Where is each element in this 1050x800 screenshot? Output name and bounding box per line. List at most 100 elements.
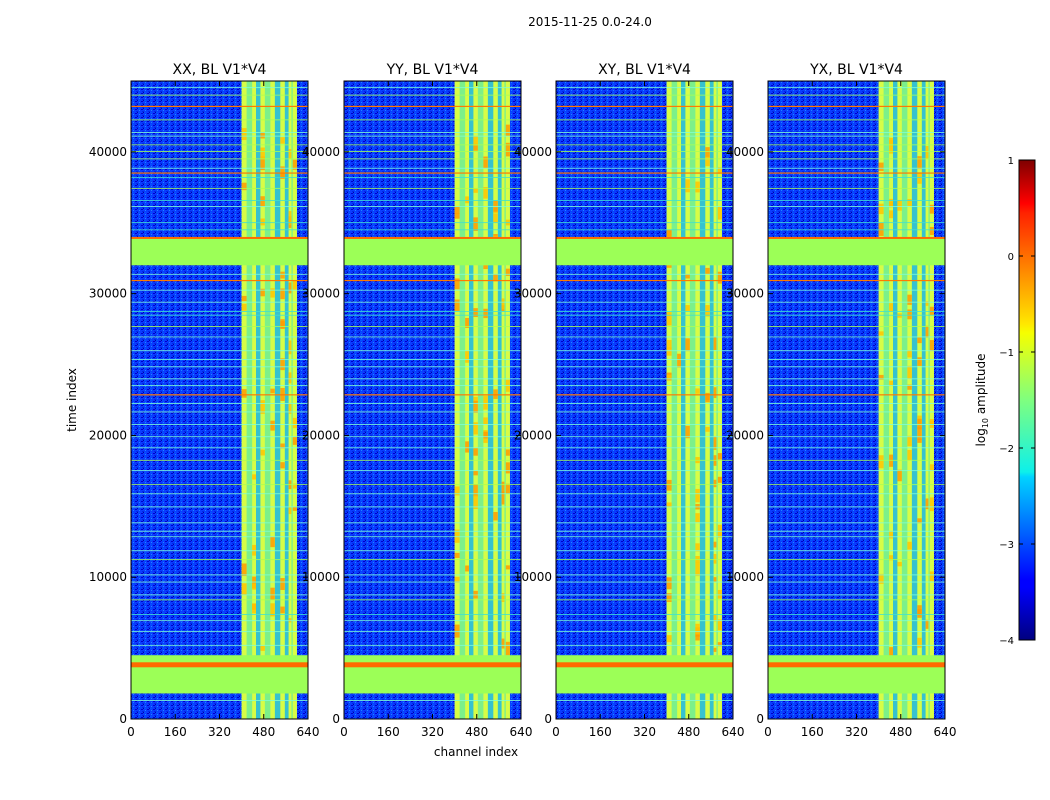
x-tick-label: 320 [633, 725, 656, 739]
high-amplitude-patch [713, 614, 717, 622]
high-amplitude-patch [695, 543, 700, 552]
x-tick-label: 320 [845, 725, 868, 739]
high-amplitude-patch [454, 278, 460, 290]
high-amplitude-patch [493, 200, 498, 212]
time-stripe [768, 385, 945, 387]
high-amplitude-patch [705, 156, 710, 167]
high-amplitude-patch [717, 476, 722, 483]
time-stripe [344, 229, 521, 231]
time-stripe [131, 484, 308, 486]
high-amplitude-patch [241, 182, 247, 191]
time-stripe [131, 273, 308, 275]
time-stripe [131, 359, 308, 361]
panel-title: YX, BL V1*V4 [809, 62, 903, 78]
time-stripe [556, 326, 733, 327]
time-stripe [344, 200, 521, 201]
x-tick-label: 160 [164, 725, 187, 739]
time-stripe [131, 574, 308, 576]
time-stripe [131, 411, 308, 413]
high-amplitude-patch [288, 282, 292, 294]
high-amplitude-patch [252, 576, 257, 589]
time-stripe [556, 385, 733, 387]
time-stripe [556, 172, 733, 174]
time-stripe [344, 700, 521, 701]
time-stripe [556, 447, 733, 449]
flagged-edge [768, 236, 945, 239]
y-tick-label: 10000 [89, 570, 127, 584]
high-amplitude-patch [493, 512, 498, 521]
high-amplitude-patch [473, 217, 478, 232]
flagged-block [344, 655, 521, 694]
time-stripe [344, 311, 521, 312]
bright-channel-column [501, 81, 505, 719]
y-tick-label: 0 [544, 712, 552, 726]
high-amplitude-patch [907, 384, 912, 390]
x-tick-label: 640 [722, 725, 745, 739]
high-amplitude-patch [493, 389, 498, 399]
high-amplitude-patch [280, 166, 285, 178]
high-amplitude-patch [925, 301, 929, 306]
high-amplitude-patch [280, 606, 285, 614]
time-stripe [131, 87, 308, 89]
high-amplitude-patch [501, 593, 505, 602]
high-amplitude-patch [505, 483, 510, 494]
time-stripe [556, 105, 733, 108]
high-amplitude-patch [252, 583, 257, 590]
time-stripe [768, 336, 945, 338]
high-amplitude-patch [666, 577, 672, 590]
time-stripe [768, 366, 945, 368]
high-amplitude-patch [241, 583, 247, 596]
time-stripe [344, 403, 521, 404]
high-amplitude-patch [878, 374, 884, 380]
time-stripe [556, 301, 733, 303]
high-amplitude-patch [483, 395, 488, 410]
high-amplitude-patch [878, 331, 884, 336]
high-amplitude-patch [260, 288, 265, 297]
high-amplitude-patch [483, 417, 488, 425]
time-stripe [131, 459, 308, 461]
time-stripe [344, 411, 521, 413]
time-stripe [768, 105, 945, 108]
high-amplitude-patch [717, 206, 722, 220]
high-amplitude-patch [292, 417, 297, 429]
time-stripe [556, 378, 733, 380]
time-stripe [344, 177, 521, 178]
flagged-edge [344, 662, 521, 668]
y-tick-label: 0 [756, 712, 764, 726]
time-stripe [344, 484, 521, 486]
high-amplitude-patch [473, 135, 478, 146]
bright-channel-column [288, 81, 292, 719]
time-stripe [131, 394, 308, 396]
time-stripe [344, 424, 521, 425]
high-amplitude-patch [717, 271, 722, 284]
time-stripe [768, 187, 945, 189]
bright-channel-column [270, 81, 275, 719]
bright-channel-column [666, 81, 672, 719]
time-stripe [131, 119, 308, 121]
colorbar: 1 0 −1 −2 −3 −4 log10 amplitude [974, 156, 1036, 647]
high-amplitude-patch [695, 623, 700, 635]
high-amplitude-patch [454, 206, 460, 214]
time-stripe [768, 550, 945, 552]
time-stripe [131, 559, 308, 561]
time-stripe [768, 599, 945, 601]
time-stripe [556, 559, 733, 561]
y-tick-label: 20000 [514, 428, 552, 442]
high-amplitude-patch [241, 303, 247, 311]
high-amplitude-patch [280, 271, 285, 279]
high-amplitude-patch [280, 173, 285, 179]
time-stripe [768, 594, 945, 596]
time-stripe [131, 493, 308, 495]
time-stripe [344, 394, 521, 396]
high-amplitude-patch [889, 198, 894, 208]
high-amplitude-patch [454, 486, 460, 496]
time-stripe [344, 359, 521, 361]
y-tick-label: 40000 [302, 145, 340, 159]
time-stripe [556, 394, 733, 396]
time-stripe [556, 424, 733, 425]
high-amplitude-patch [685, 274, 690, 279]
high-amplitude-patch [473, 484, 478, 497]
bright-channel-column [677, 81, 682, 719]
high-amplitude-patch [292, 159, 297, 170]
time-stripe [768, 158, 945, 160]
